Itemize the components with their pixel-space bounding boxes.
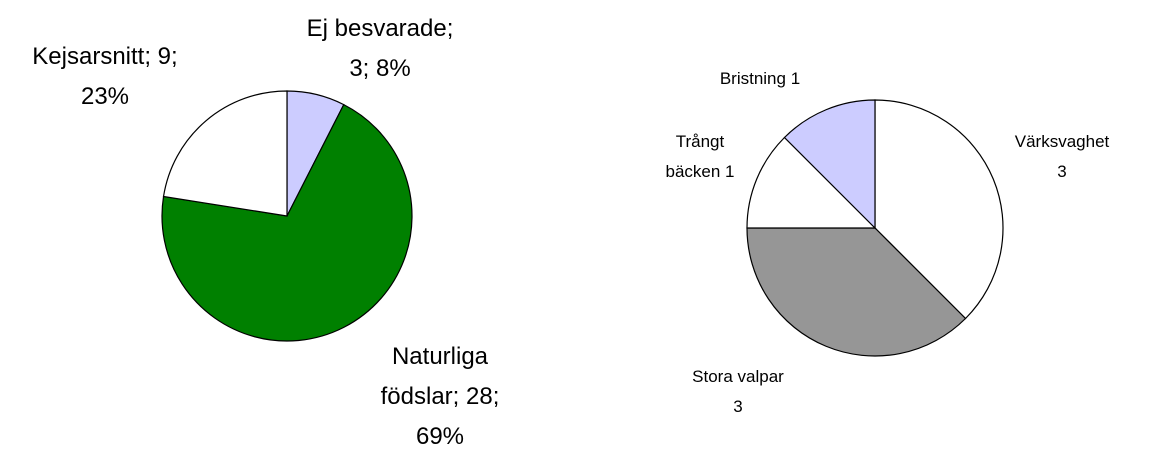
slice-label: Trångt bäcken 1 (666, 132, 735, 181)
pie-slice (746, 227, 967, 357)
label-line: Bristning 1 (720, 69, 800, 88)
label-line: Trångt (676, 132, 725, 151)
pie-slice (161, 103, 413, 342)
label-line: Värksvaghet (1015, 132, 1110, 151)
label-line: 3 (1057, 162, 1066, 181)
pie-slice (783, 99, 876, 230)
label-line: bäcken 1 (666, 162, 735, 181)
slice-label: Kejsarsnitt; 9; 23% (32, 43, 177, 110)
label-line: Ej besvarade; (307, 15, 454, 42)
slice-label: Ej besvarade; 3; 8% (307, 15, 454, 82)
label-line: 69% (416, 423, 464, 450)
slice-label: Värksvaghet 3 (1015, 132, 1110, 181)
slice-label: Stora valpar 3 (692, 367, 784, 416)
label-line: 3 (733, 397, 742, 416)
pie-chart: Värksvaghet 3 Stora valpar 3 Trångt bäcken 1 B… (666, 69, 1110, 416)
pie-slice (746, 136, 877, 229)
pie-slice (162, 90, 288, 217)
label-line: Stora valpar (692, 367, 784, 386)
label-line: Kejsarsnitt; 9; (32, 43, 177, 70)
slice-label: Bristning 1 (720, 69, 800, 88)
slice-label: Naturliga födslar; 28; 69% (381, 343, 500, 450)
label-line: Naturliga (392, 343, 489, 370)
label-line: 23% (81, 83, 129, 110)
label-line: födslar; 28; (381, 383, 500, 410)
pie-slice (874, 99, 1004, 320)
label-line: 3; 8% (349, 55, 410, 82)
pie-chart: Ej besvarade; 3; 8% Naturliga födslar; 28; 6… (32, 15, 499, 450)
